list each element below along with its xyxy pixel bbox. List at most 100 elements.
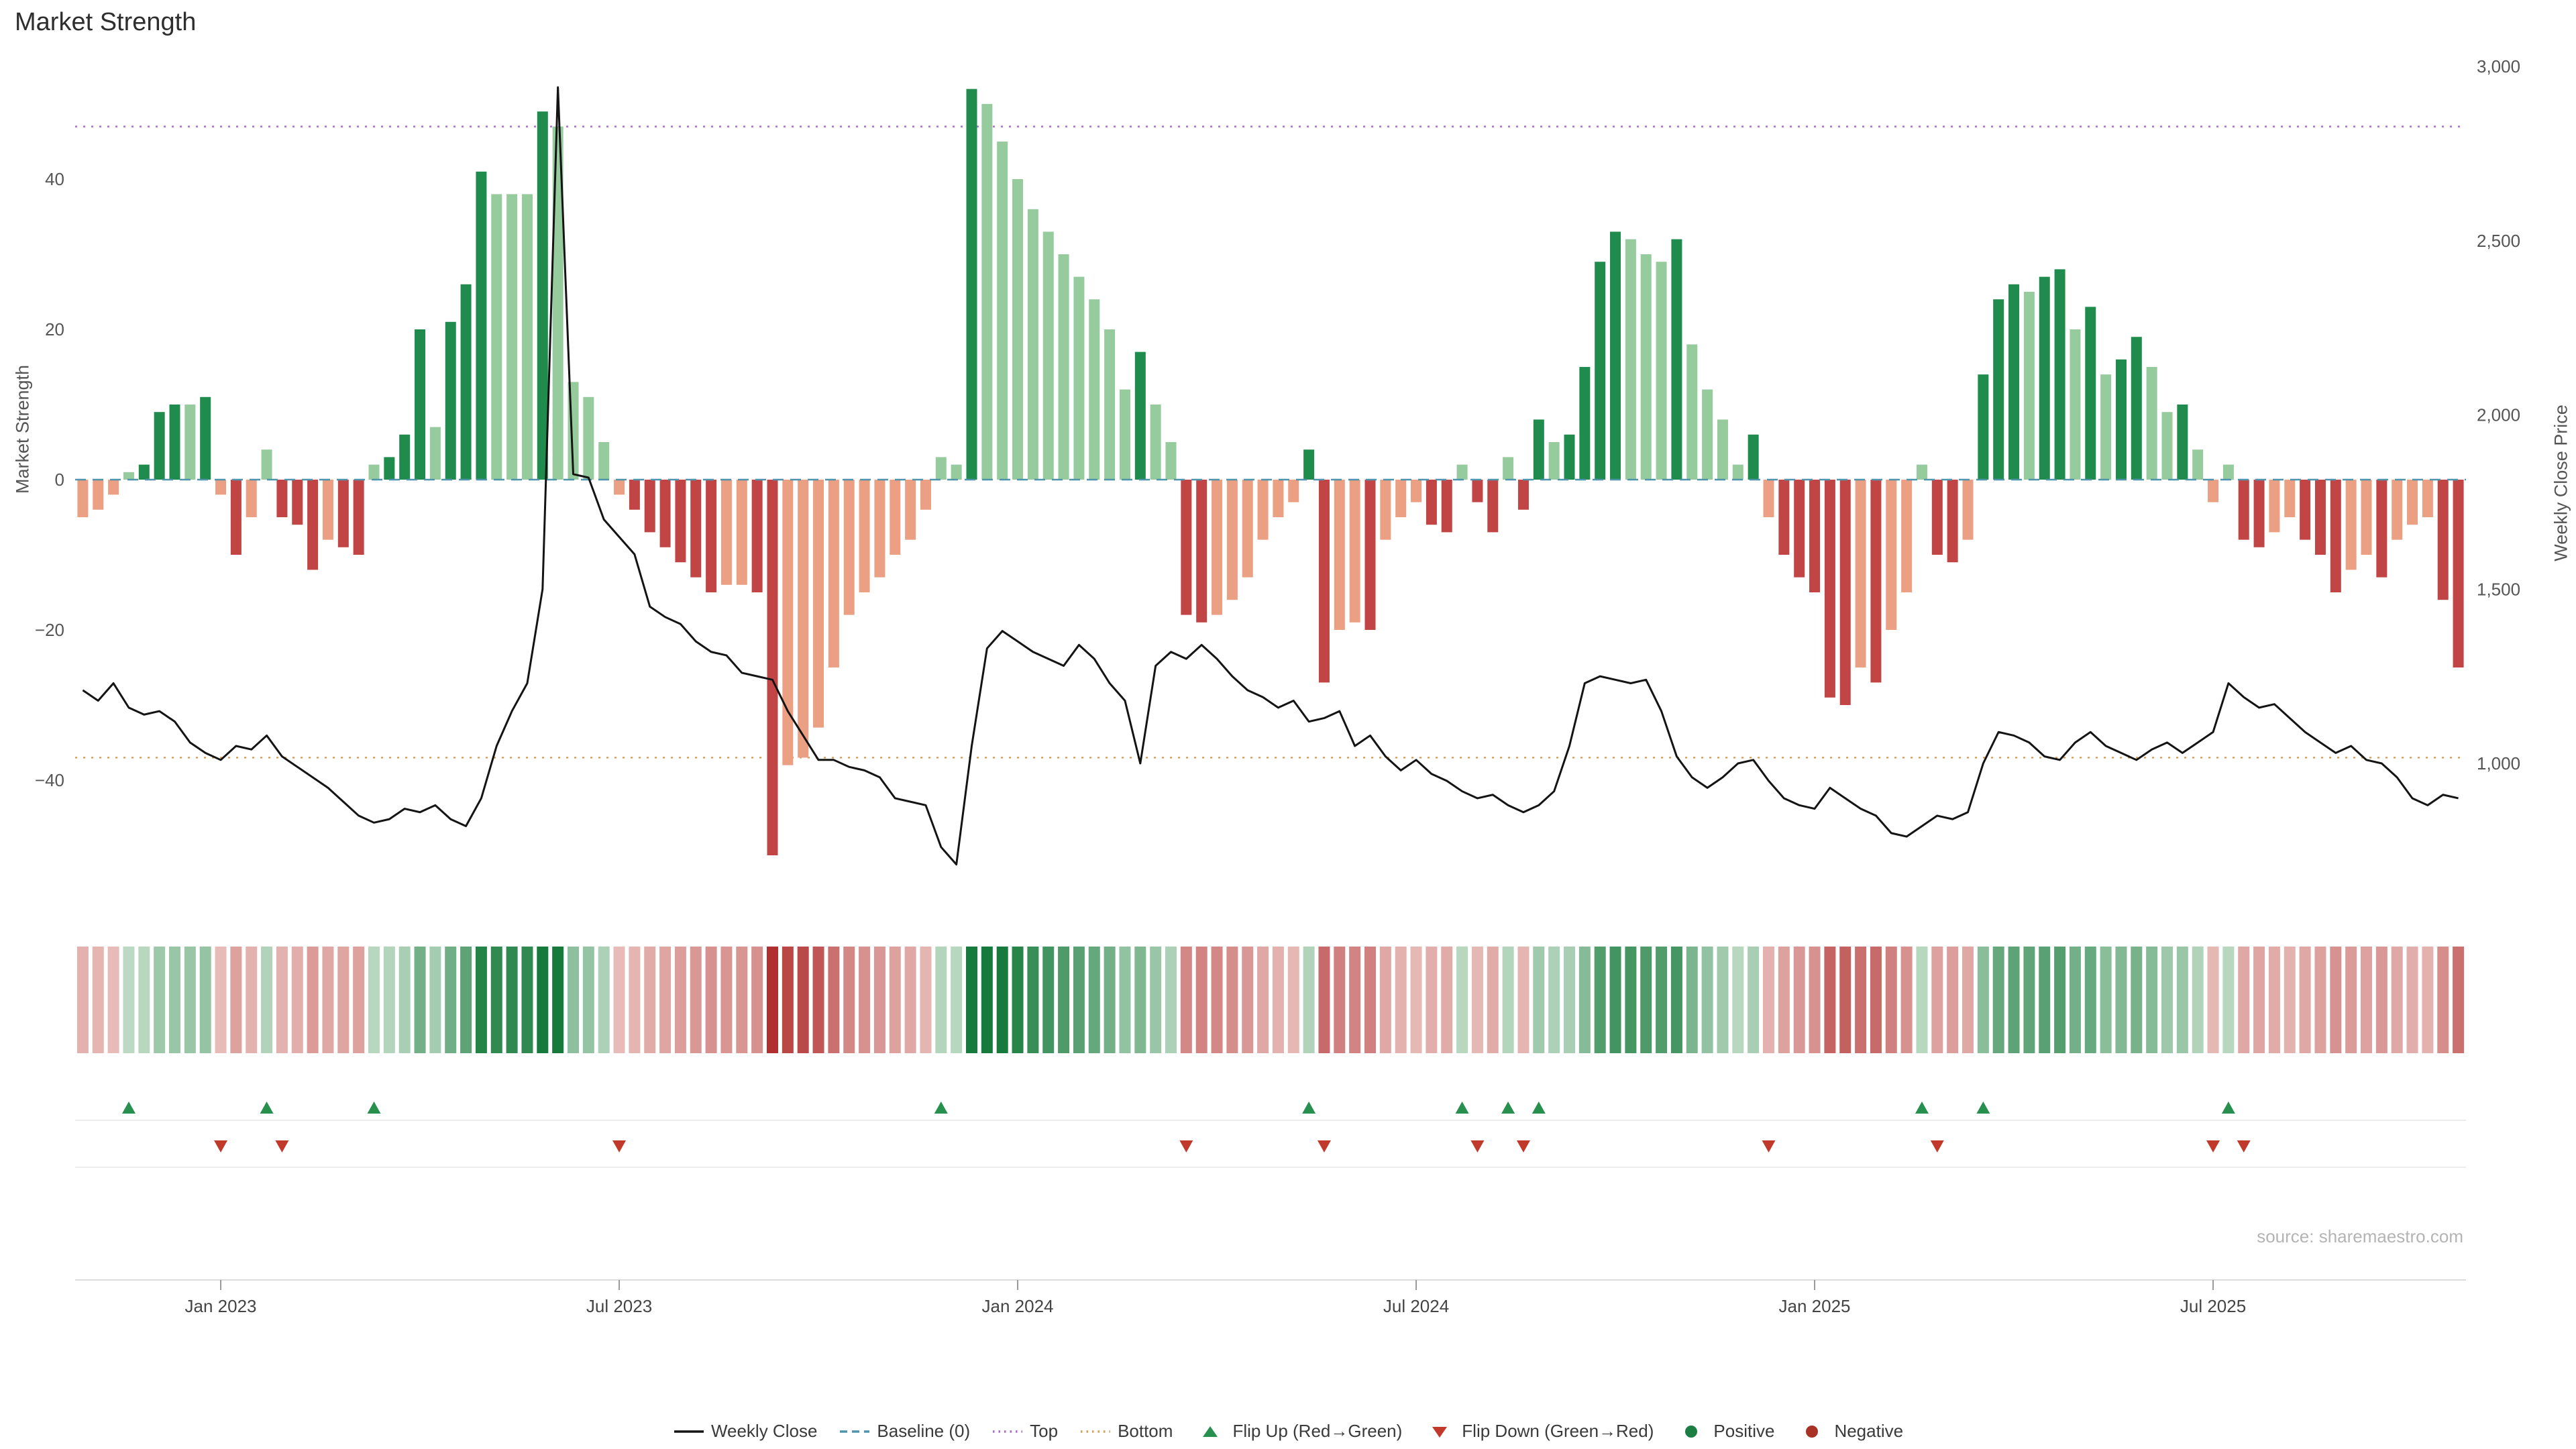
legend-item-flip-up-red-green[interactable]: Flip Up (Red→Green) bbox=[1194, 1421, 1402, 1442]
flip-up-marker bbox=[260, 1102, 274, 1114]
heatmap-cell bbox=[674, 947, 686, 1053]
left-axis-tick-label: 40 bbox=[45, 169, 64, 189]
strength-bar bbox=[1656, 262, 1667, 480]
strength-bar bbox=[1089, 299, 1100, 480]
flip-up-marker bbox=[1501, 1102, 1515, 1114]
heatmap-cell bbox=[1211, 947, 1223, 1053]
strength-bar bbox=[966, 89, 977, 480]
strength-bar bbox=[2253, 480, 2265, 547]
strength-bar bbox=[445, 321, 456, 480]
heatmap-cell bbox=[720, 947, 733, 1053]
strength-bar bbox=[583, 396, 594, 480]
legend-item-baseline-0[interactable]: Baseline (0) bbox=[839, 1421, 970, 1442]
strength-bar bbox=[2115, 359, 2127, 480]
strength-bar bbox=[828, 480, 839, 667]
flip-up-marker bbox=[1976, 1102, 1990, 1114]
heatmap-cell bbox=[751, 947, 763, 1053]
strength-bar bbox=[491, 194, 502, 480]
strength-bar bbox=[997, 142, 1008, 480]
legend-item-bottom[interactable]: Bottom bbox=[1079, 1421, 1173, 1442]
strength-bar bbox=[2422, 480, 2433, 517]
strength-bar bbox=[552, 126, 564, 480]
heatmap-cell bbox=[246, 947, 258, 1053]
heatmap-cell bbox=[2115, 947, 2127, 1053]
strength-bar bbox=[2039, 276, 2050, 480]
heatmap-cell bbox=[1962, 947, 1974, 1053]
strength-bar bbox=[874, 480, 885, 578]
heatmap-cell bbox=[1395, 947, 1407, 1053]
strength-bar bbox=[905, 480, 916, 540]
strength-bar bbox=[2314, 480, 2326, 555]
strength-bar bbox=[1732, 464, 1743, 480]
strength-bar bbox=[537, 111, 548, 480]
strength-bar bbox=[1349, 480, 1360, 623]
strength-bar bbox=[1012, 179, 1024, 480]
legend-item-top[interactable]: Top bbox=[991, 1421, 1058, 1442]
heatmap-cell bbox=[368, 947, 380, 1053]
strength-bar bbox=[246, 480, 257, 517]
right-axis-tick-label: 2,500 bbox=[2477, 231, 2520, 251]
heatmap-cell bbox=[1364, 947, 1376, 1053]
heatmap-cell bbox=[414, 947, 426, 1053]
heatmap-cell bbox=[828, 947, 840, 1053]
strength-bar bbox=[920, 480, 931, 510]
strength-bar bbox=[169, 405, 180, 480]
strength-bar bbox=[2361, 480, 2372, 555]
strength-bar bbox=[843, 480, 855, 615]
strength-bar bbox=[1533, 419, 1544, 480]
strength-bar bbox=[1579, 367, 1591, 480]
strength-bar bbox=[1456, 464, 1468, 480]
heatmap-cell bbox=[1441, 947, 1453, 1053]
strength-bar bbox=[1901, 480, 1913, 592]
strength-bar bbox=[2330, 480, 2341, 592]
strength-bar bbox=[399, 434, 411, 480]
heatmap-cell bbox=[690, 947, 702, 1053]
heatmap-cell bbox=[767, 947, 778, 1053]
legend-item-positive[interactable]: Positive bbox=[1675, 1421, 1774, 1442]
legend-item-flip-down-green-red[interactable]: Flip Down (Green→Red) bbox=[1424, 1421, 1654, 1442]
flip-down-marker bbox=[1317, 1140, 1331, 1152]
heatmap-cell bbox=[1242, 947, 1254, 1053]
strength-bar bbox=[2392, 480, 2403, 540]
heatmap-cell bbox=[199, 947, 211, 1053]
heatmap-cell bbox=[1272, 947, 1284, 1053]
heatmap-cell bbox=[2284, 947, 2296, 1053]
strength-bar bbox=[1472, 480, 1483, 502]
strength-bar bbox=[736, 480, 747, 585]
heatmap-cell bbox=[981, 947, 993, 1053]
heatmap-cell bbox=[2345, 947, 2357, 1053]
flip-down-marker bbox=[1179, 1140, 1193, 1152]
heatmap-cell bbox=[230, 947, 242, 1053]
heatmap-cell bbox=[1150, 947, 1162, 1053]
flip-down-marker bbox=[1930, 1140, 1944, 1152]
strength-bar bbox=[1318, 480, 1330, 683]
strength-bar bbox=[2085, 307, 2096, 480]
heatmap-cell bbox=[1287, 947, 1299, 1053]
heatmap-cell bbox=[398, 947, 411, 1053]
heatmap-cell bbox=[1609, 947, 1621, 1053]
strength-bar bbox=[1503, 457, 1514, 480]
flip-up-marker bbox=[1455, 1102, 1469, 1114]
strength-bar bbox=[200, 396, 211, 480]
flip-down-marker bbox=[214, 1140, 228, 1152]
heatmap-cell bbox=[2406, 947, 2418, 1053]
legend-item-negative[interactable]: Negative bbox=[1796, 1421, 1903, 1442]
heatmap-cell bbox=[1640, 947, 1652, 1053]
positive-marker-icon bbox=[1675, 1424, 1707, 1439]
heatmap-cell bbox=[169, 947, 180, 1053]
heatmap-cell bbox=[1180, 947, 1192, 1053]
heatmap-cell bbox=[1349, 947, 1361, 1053]
strength-bar bbox=[1288, 480, 1299, 502]
heatmap-cell bbox=[1517, 947, 1529, 1053]
strength-bar bbox=[1380, 480, 1391, 540]
flip-down-marker bbox=[1762, 1140, 1776, 1152]
heatmap-cell bbox=[154, 947, 166, 1053]
heatmap-cell bbox=[1885, 947, 1897, 1053]
heatmap-cell bbox=[1625, 947, 1637, 1053]
bottom-marker-icon bbox=[1079, 1424, 1112, 1439]
source-attribution: source: sharemaestro.com bbox=[2257, 1226, 2463, 1246]
legend-item-weekly-close[interactable]: Weekly Close bbox=[673, 1421, 817, 1442]
heatmap-cell bbox=[1533, 947, 1545, 1053]
heatmap-cell bbox=[1870, 947, 1882, 1053]
strength-bar bbox=[981, 104, 993, 480]
